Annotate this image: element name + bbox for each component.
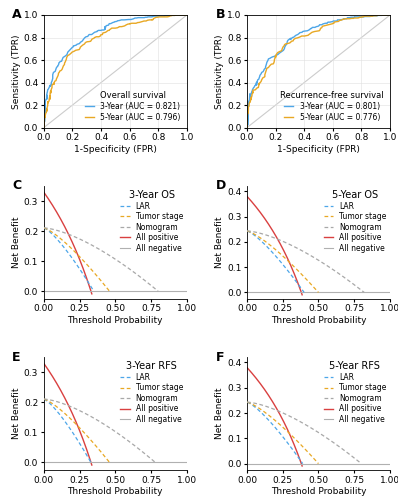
5-Year (AUC = 0.796) bbox=[185, 12, 189, 18]
3-Year (AUC = 0.801) bbox=[300, 28, 305, 34]
5-Year (AUC = 0.796) bbox=[41, 124, 46, 130]
Legend: LAR, Tumor stage, Nomogram, All positive, All negative: LAR, Tumor stage, Nomogram, All positive… bbox=[322, 188, 388, 254]
Legend: 3-Year (AUC = 0.801), 5-Year (AUC = 0.776): 3-Year (AUC = 0.801), 5-Year (AUC = 0.77… bbox=[278, 89, 386, 124]
X-axis label: Threshold Probability: Threshold Probability bbox=[68, 488, 163, 496]
3-Year (AUC = 0.801) bbox=[380, 12, 384, 18]
Y-axis label: Sensitivity (TPR): Sensitivity (TPR) bbox=[12, 34, 21, 108]
Legend: LAR, Tumor stage, Nomogram, All positive, All negative: LAR, Tumor stage, Nomogram, All positive… bbox=[119, 360, 185, 426]
Y-axis label: Net Benefit: Net Benefit bbox=[215, 388, 224, 440]
Text: A: A bbox=[12, 8, 22, 21]
Text: B: B bbox=[215, 8, 225, 21]
X-axis label: Threshold Probability: Threshold Probability bbox=[68, 316, 163, 325]
Legend: LAR, Tumor stage, Nomogram, All positive, All negative: LAR, Tumor stage, Nomogram, All positive… bbox=[119, 188, 185, 254]
Line: 5-Year (AUC = 0.776): 5-Year (AUC = 0.776) bbox=[247, 15, 390, 128]
Y-axis label: Net Benefit: Net Benefit bbox=[12, 217, 21, 268]
Legend: 3-Year (AUC = 0.821), 5-Year (AUC = 0.796): 3-Year (AUC = 0.821), 5-Year (AUC = 0.79… bbox=[83, 89, 183, 124]
3-Year (AUC = 0.821) bbox=[184, 12, 189, 18]
5-Year (AUC = 0.796) bbox=[41, 124, 46, 130]
Line: 3-Year (AUC = 0.821): 3-Year (AUC = 0.821) bbox=[44, 15, 187, 128]
5-Year (AUC = 0.776) bbox=[388, 12, 392, 18]
3-Year (AUC = 0.801) bbox=[244, 124, 249, 130]
X-axis label: Threshold Probability: Threshold Probability bbox=[271, 316, 366, 325]
X-axis label: Threshold Probability: Threshold Probability bbox=[271, 488, 366, 496]
3-Year (AUC = 0.821) bbox=[41, 124, 46, 130]
3-Year (AUC = 0.801) bbox=[292, 34, 297, 40]
5-Year (AUC = 0.776) bbox=[388, 12, 392, 18]
Text: F: F bbox=[215, 350, 224, 364]
5-Year (AUC = 0.776) bbox=[244, 124, 249, 130]
3-Year (AUC = 0.801) bbox=[244, 124, 249, 130]
3-Year (AUC = 0.821) bbox=[185, 12, 189, 18]
3-Year (AUC = 0.821) bbox=[146, 14, 150, 20]
Legend: LAR, Tumor stage, Nomogram, All positive, All negative: LAR, Tumor stage, Nomogram, All positive… bbox=[322, 360, 388, 426]
5-Year (AUC = 0.776) bbox=[298, 34, 302, 40]
5-Year (AUC = 0.796) bbox=[185, 12, 189, 18]
3-Year (AUC = 0.821) bbox=[173, 12, 178, 18]
5-Year (AUC = 0.776) bbox=[244, 121, 249, 127]
Text: E: E bbox=[12, 350, 21, 364]
Text: C: C bbox=[12, 180, 21, 192]
5-Year (AUC = 0.776) bbox=[306, 32, 311, 38]
X-axis label: 1-Specificity (FPR): 1-Specificity (FPR) bbox=[74, 145, 157, 154]
5-Year (AUC = 0.796) bbox=[173, 12, 178, 18]
5-Year (AUC = 0.776) bbox=[375, 12, 380, 18]
Y-axis label: Net Benefit: Net Benefit bbox=[215, 217, 224, 268]
5-Year (AUC = 0.796) bbox=[147, 17, 152, 23]
3-Year (AUC = 0.801) bbox=[388, 12, 392, 18]
Line: 5-Year (AUC = 0.796): 5-Year (AUC = 0.796) bbox=[44, 15, 187, 128]
3-Year (AUC = 0.801) bbox=[388, 12, 392, 18]
5-Year (AUC = 0.776) bbox=[387, 12, 392, 18]
5-Year (AUC = 0.796) bbox=[86, 38, 91, 44]
3-Year (AUC = 0.801) bbox=[387, 12, 392, 18]
X-axis label: 1-Specificity (FPR): 1-Specificity (FPR) bbox=[277, 145, 360, 154]
3-Year (AUC = 0.821) bbox=[41, 124, 46, 130]
Text: D: D bbox=[215, 180, 226, 192]
5-Year (AUC = 0.796) bbox=[96, 34, 101, 40]
5-Year (AUC = 0.796) bbox=[185, 12, 189, 18]
Line: 3-Year (AUC = 0.801): 3-Year (AUC = 0.801) bbox=[247, 15, 390, 128]
3-Year (AUC = 0.821) bbox=[100, 27, 104, 33]
5-Year (AUC = 0.776) bbox=[356, 14, 361, 20]
Y-axis label: Sensitivity (TPR): Sensitivity (TPR) bbox=[215, 34, 224, 108]
3-Year (AUC = 0.821) bbox=[185, 12, 189, 18]
Y-axis label: Net Benefit: Net Benefit bbox=[12, 388, 21, 440]
3-Year (AUC = 0.821) bbox=[91, 30, 96, 36]
3-Year (AUC = 0.801) bbox=[347, 14, 352, 20]
